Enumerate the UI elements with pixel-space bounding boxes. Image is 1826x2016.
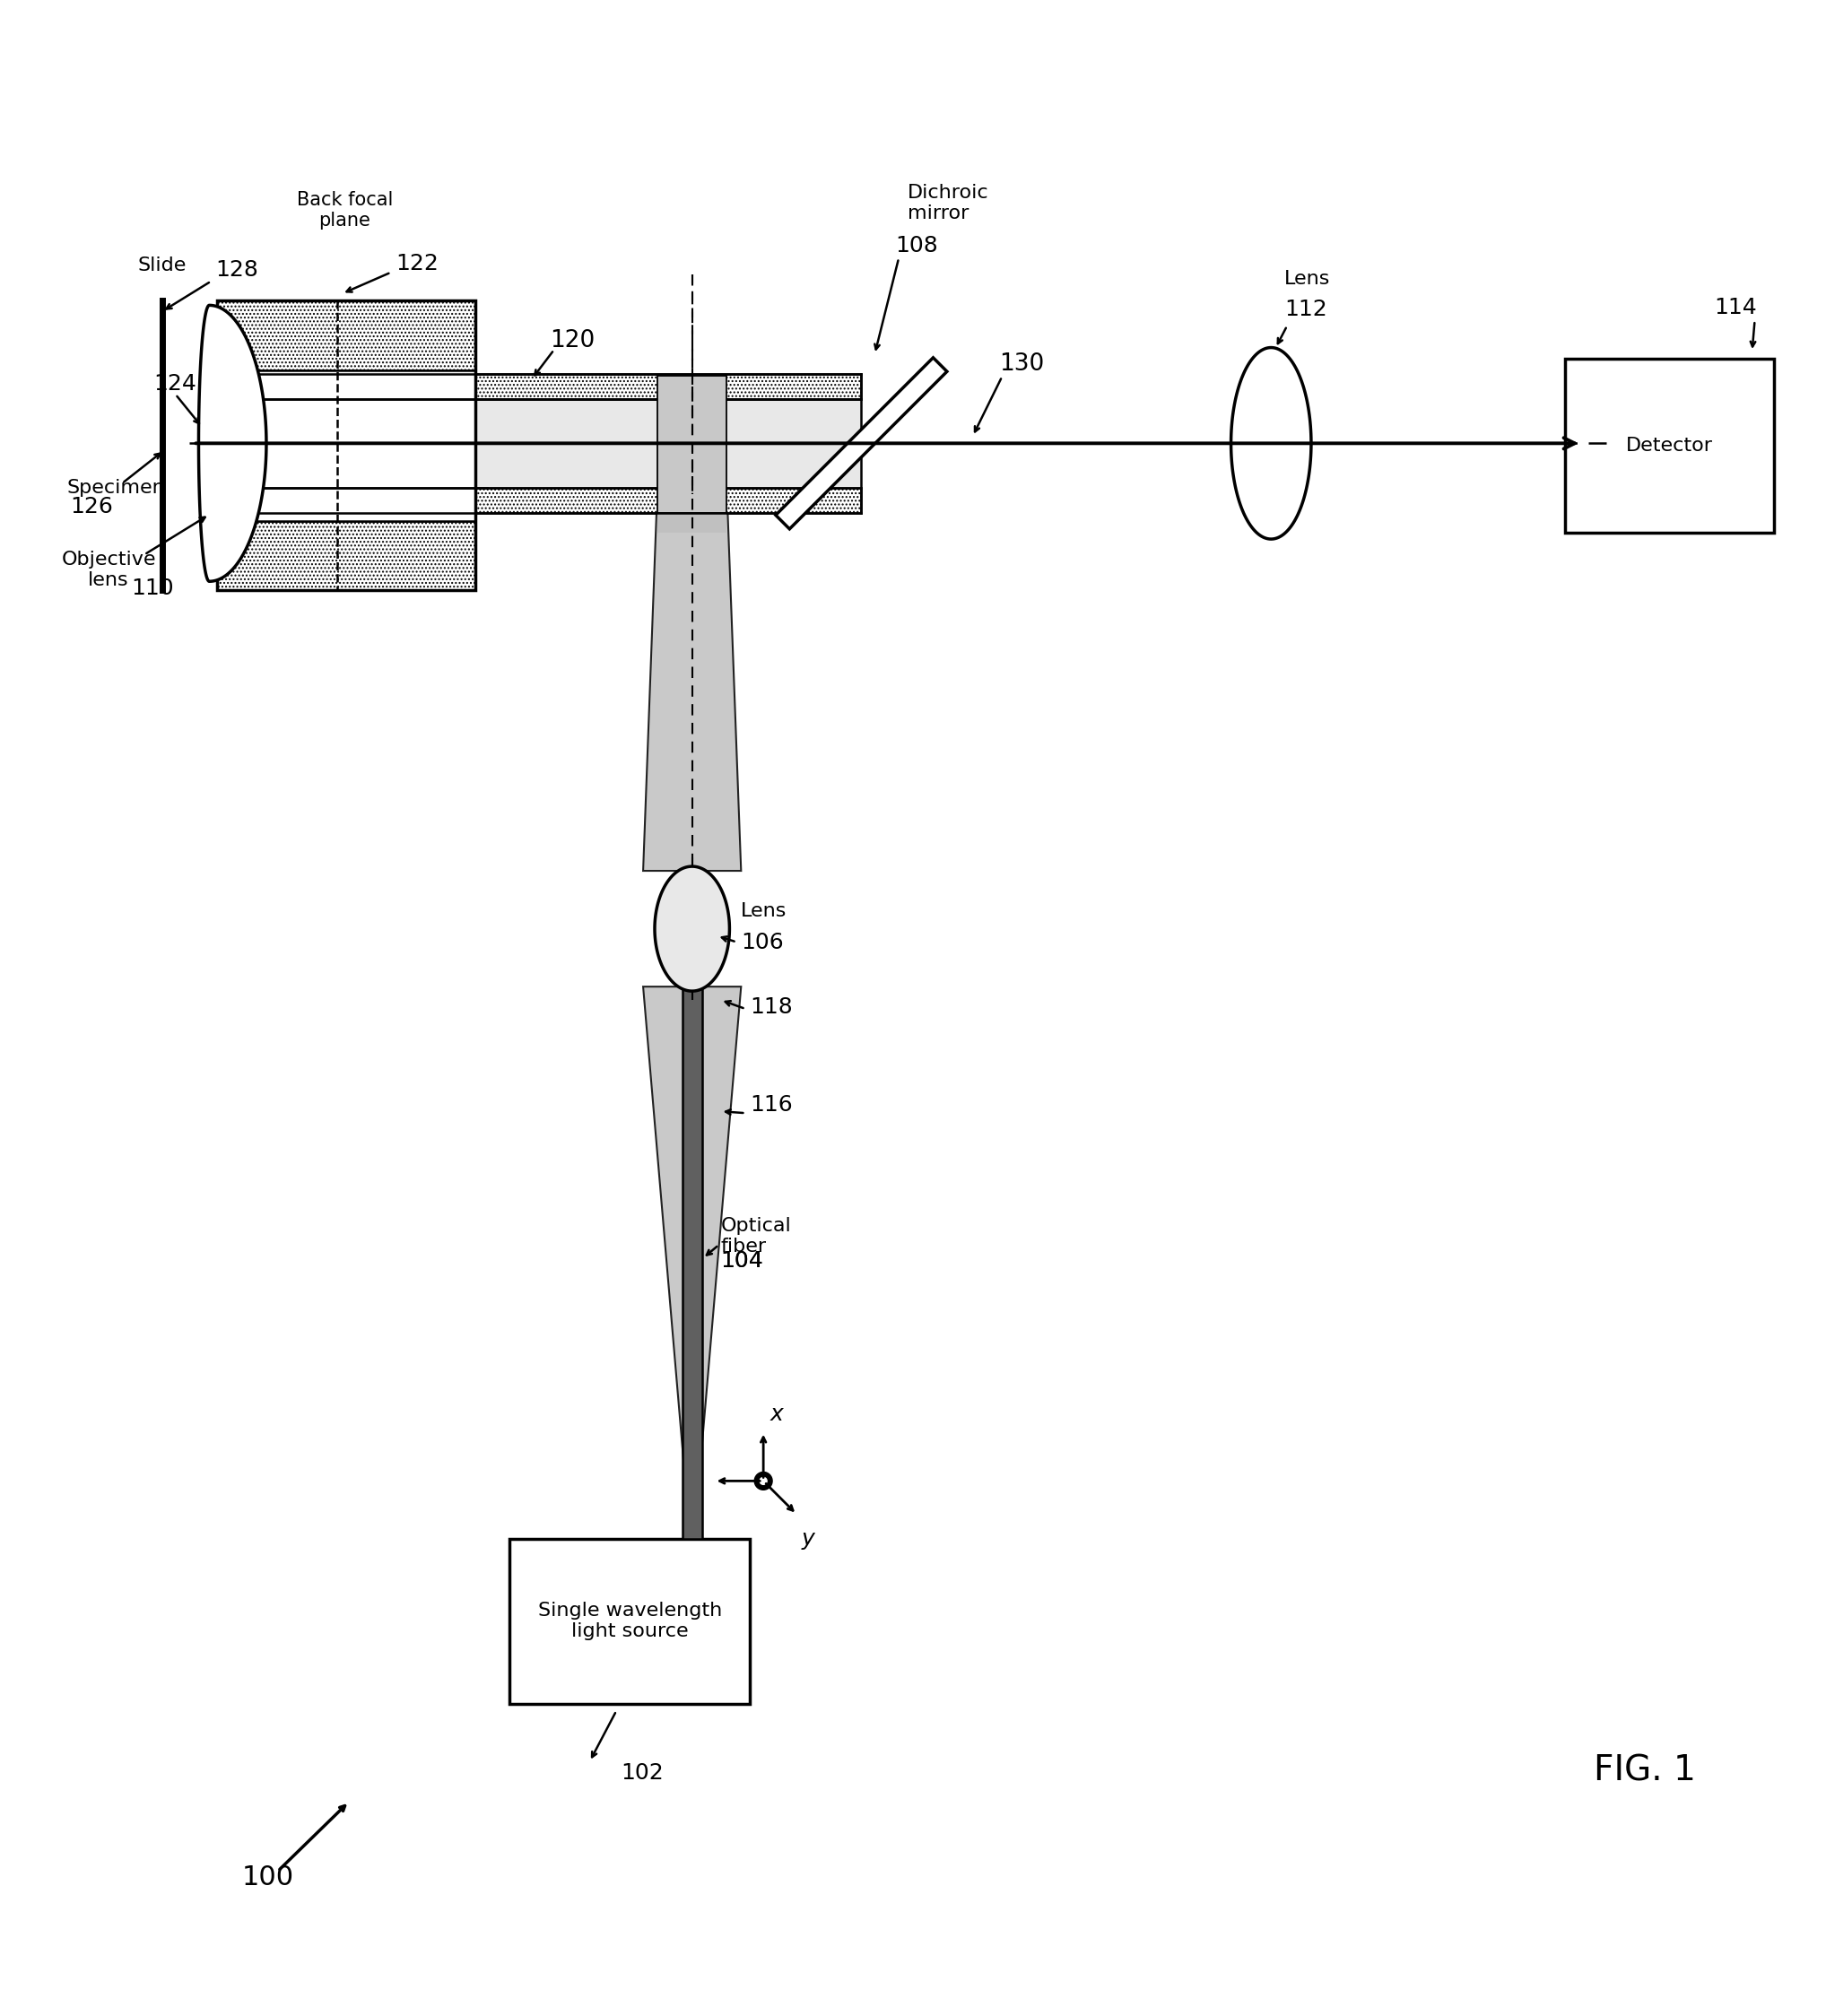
- Text: FIG. 1: FIG. 1: [1594, 1754, 1696, 1788]
- Text: 114: 114: [1715, 296, 1757, 319]
- Text: Lens: Lens: [741, 901, 787, 919]
- Bar: [215, 373, 862, 399]
- Bar: [215, 399, 862, 488]
- Polygon shape: [1231, 347, 1311, 538]
- Text: 122: 122: [396, 252, 438, 274]
- Bar: [217, 300, 475, 591]
- Text: Back focal
plane: Back focal plane: [296, 192, 393, 230]
- Text: Optical
fiber: Optical fiber: [721, 1216, 791, 1256]
- Text: 128: 128: [215, 258, 259, 280]
- Polygon shape: [643, 490, 741, 871]
- Polygon shape: [656, 867, 730, 992]
- Circle shape: [760, 1478, 767, 1484]
- Text: Objective
lens: Objective lens: [62, 550, 155, 589]
- Text: Slide: Slide: [137, 256, 186, 274]
- Text: 124: 124: [153, 373, 195, 395]
- Text: 104: 104: [721, 1250, 763, 1272]
- Text: Detector: Detector: [1627, 437, 1713, 454]
- Bar: [657, 375, 727, 512]
- Text: Dichroic
mirror: Dichroic mirror: [908, 183, 990, 222]
- Polygon shape: [776, 357, 948, 528]
- Bar: [657, 399, 727, 488]
- Polygon shape: [199, 304, 267, 581]
- Text: Specimen: Specimen: [68, 480, 164, 496]
- Text: x: x: [771, 1403, 783, 1425]
- Text: y: y: [802, 1528, 814, 1550]
- Text: 108: 108: [895, 234, 939, 256]
- Text: z: z: [688, 1472, 699, 1494]
- Bar: [509, 1538, 750, 1704]
- Text: 112: 112: [1284, 298, 1328, 321]
- Circle shape: [754, 1472, 772, 1490]
- Bar: [1565, 359, 1775, 532]
- Text: 118: 118: [750, 996, 792, 1018]
- Text: Lens: Lens: [1284, 270, 1331, 288]
- Bar: [683, 970, 701, 1538]
- Text: Single wavelength
light source: Single wavelength light source: [537, 1603, 721, 1641]
- Polygon shape: [643, 986, 741, 1530]
- Text: 106: 106: [741, 931, 783, 954]
- Text: 100: 100: [243, 1865, 294, 1891]
- Text: 110: 110: [131, 579, 173, 599]
- Bar: [217, 520, 475, 591]
- Text: 130: 130: [999, 353, 1044, 375]
- Bar: [215, 488, 862, 512]
- Bar: [217, 371, 475, 520]
- Text: 126: 126: [71, 496, 113, 518]
- Bar: [657, 399, 727, 532]
- Text: 104: 104: [721, 1250, 763, 1272]
- Text: 116: 116: [750, 1095, 792, 1115]
- Text: 102: 102: [621, 1762, 663, 1784]
- Text: 120: 120: [550, 329, 595, 353]
- Bar: [657, 399, 727, 488]
- Bar: [217, 300, 475, 371]
